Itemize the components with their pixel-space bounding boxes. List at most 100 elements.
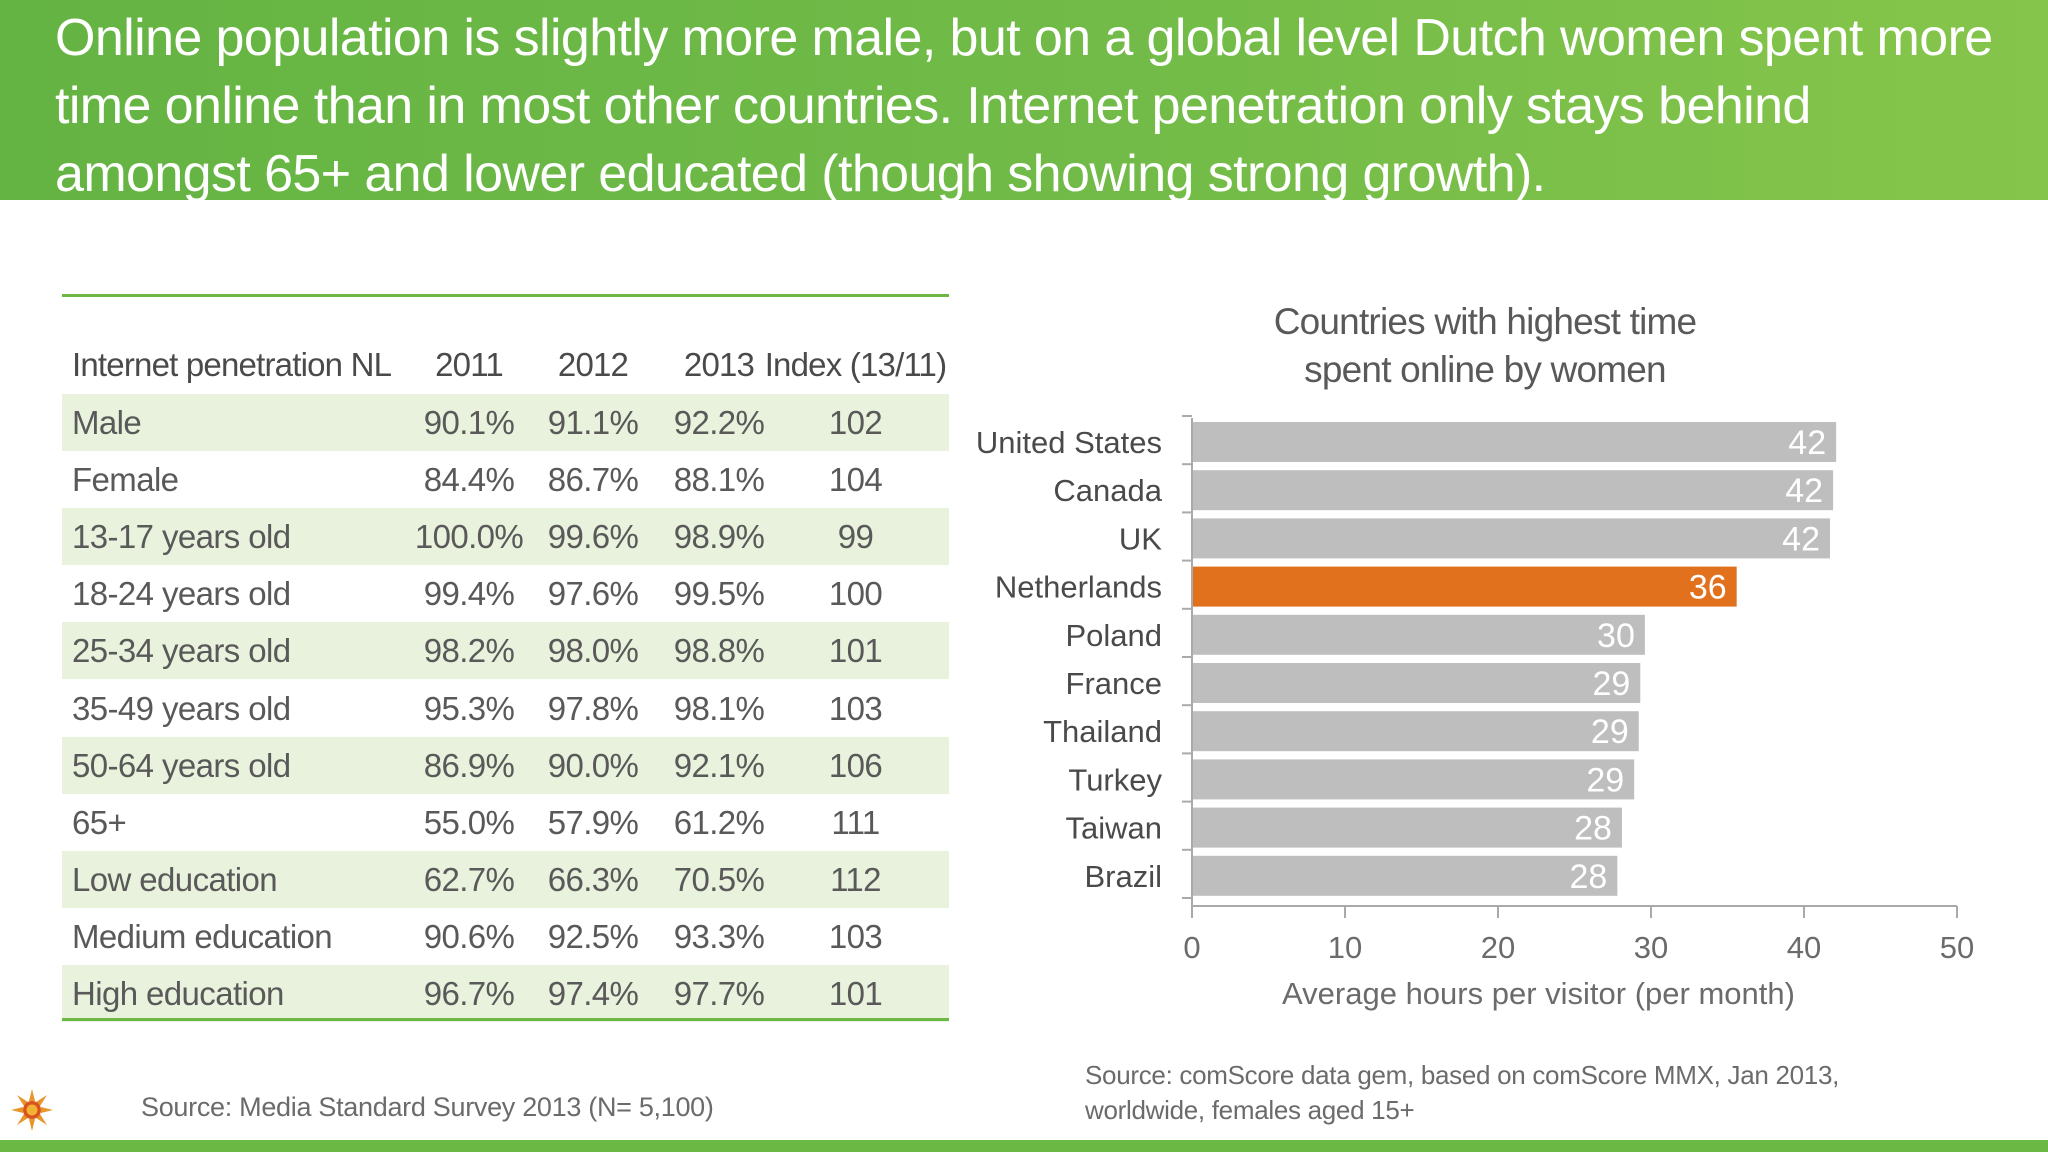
x-tick-label: 20 bbox=[1481, 930, 1515, 965]
row-label: Medium education bbox=[72, 917, 333, 955]
category-label: Brazil bbox=[1084, 859, 1162, 894]
category-label: UK bbox=[1119, 521, 1162, 556]
chart-title: Countries with highest time spent online… bbox=[1273, 301, 1697, 390]
bar-value-label: 29 bbox=[1586, 761, 1624, 799]
cell-index: 101 bbox=[828, 975, 883, 1012]
bar-uk bbox=[1193, 518, 1831, 559]
bar-united-states bbox=[1193, 422, 1837, 462]
cell-2012: 97.6% bbox=[547, 575, 639, 613]
bar-value-label: 30 bbox=[1597, 617, 1635, 655]
row-label: 50-64 years old bbox=[72, 746, 291, 784]
cell-2012: 99.6% bbox=[547, 518, 639, 556]
table-row: 25-34 years old 98.2% 98.0% 98.8% 101 bbox=[62, 622, 949, 680]
cell-2012: 86.7% bbox=[547, 461, 639, 499]
cell-2013: 98.1% bbox=[673, 689, 765, 727]
cell-2012: 97.8% bbox=[547, 689, 639, 727]
table-top-rule bbox=[62, 294, 949, 297]
bar-value-label: 29 bbox=[1591, 713, 1629, 751]
table-row: 18-24 years old 99.4% 97.6% 99.5% 100 bbox=[62, 565, 949, 622]
bar-value-label: 42 bbox=[1785, 472, 1823, 510]
header-banner: Online population is slightly more male,… bbox=[0, 0, 2048, 203]
category-label: United States bbox=[976, 425, 1162, 460]
category-label: Turkey bbox=[1068, 762, 1162, 797]
cell-2011: 98.2% bbox=[423, 632, 515, 670]
cell-2013: 97.7% bbox=[673, 975, 765, 1012]
cell-2011: 100.0% bbox=[414, 518, 524, 556]
cell-2013: 93.3% bbox=[673, 917, 765, 955]
cell-index: 103 bbox=[828, 917, 883, 955]
bar-thailand bbox=[1193, 711, 1639, 752]
cell-2013: 92.1% bbox=[673, 746, 765, 784]
cell-index: 106 bbox=[828, 746, 883, 784]
cell-2011: 62.7% bbox=[423, 860, 515, 898]
category-label: Thailand bbox=[1043, 714, 1162, 749]
bar-value-label: 42 bbox=[1782, 520, 1820, 558]
cell-2011: 96.7% bbox=[423, 975, 515, 1012]
cell-2011: 90.1% bbox=[423, 404, 515, 441]
cell-2011: 95.3% bbox=[423, 689, 515, 727]
slide-title: Online population is slightly more male,… bbox=[55, 9, 1993, 203]
bar-poland bbox=[1193, 614, 1645, 655]
cell-index: 102 bbox=[828, 404, 883, 441]
bar-value-label: 28 bbox=[1574, 810, 1612, 848]
bar-canada bbox=[1193, 470, 1834, 511]
cell-2012: 91.1% bbox=[547, 404, 639, 441]
cell-2012: 97.4% bbox=[547, 975, 639, 1012]
table-row: 65+ 55.0% 57.9% 61.2% 111 bbox=[62, 794, 949, 851]
cell-2011: 99.4% bbox=[423, 575, 515, 613]
cell-2012: 92.5% bbox=[547, 917, 639, 955]
cell-index: 112 bbox=[830, 860, 881, 898]
cell-2011: 55.0% bbox=[423, 803, 515, 841]
table-row: Male 90.1% 91.1% 92.2% 102 bbox=[62, 394, 949, 451]
category-label: Poland bbox=[1065, 618, 1162, 653]
table-source: Source: Media Standard Survey 2013 (N= 5… bbox=[141, 1092, 714, 1122]
bar-value-label: 28 bbox=[1570, 858, 1608, 896]
cell-2012: 66.3% bbox=[547, 860, 639, 898]
table-row: Medium education 90.6% 92.5% 93.3% 103 bbox=[62, 908, 949, 965]
row-label: Male bbox=[72, 404, 142, 441]
category-label: Taiwan bbox=[1066, 811, 1163, 846]
header-label: Internet penetration NL bbox=[72, 346, 392, 383]
header-index: Index (13/11) bbox=[764, 346, 947, 383]
header-2012: 2012 bbox=[557, 346, 629, 383]
cell-2011: 84.4% bbox=[423, 461, 515, 499]
header-2013: 2013 bbox=[683, 346, 755, 383]
cell-2013: 98.8% bbox=[673, 632, 765, 670]
category-label: Canada bbox=[1053, 473, 1162, 508]
table-row: 13-17 years old 100.0% 99.6% 98.9% 99 bbox=[62, 508, 949, 566]
chart-source: Source: comScore data gem, based on comS… bbox=[1085, 1058, 1839, 1128]
cell-2013: 98.9% bbox=[673, 518, 765, 556]
bar-taiwan bbox=[1193, 807, 1622, 848]
cell-2013: 61.2% bbox=[673, 803, 765, 841]
bar-netherlands bbox=[1193, 566, 1737, 607]
table-row: 50-64 years old 86.9% 90.0% 92.1% 106 bbox=[62, 736, 949, 794]
table-row: 35-49 years old 95.3% 97.8% 98.1% 103 bbox=[62, 680, 949, 737]
table-header-row: Internet penetration NL 2011 2012 2013 I… bbox=[62, 336, 949, 394]
x-tick-label: 50 bbox=[1940, 930, 1974, 965]
header-2011: 2011 bbox=[435, 346, 504, 383]
row-label: 25-34 years old bbox=[72, 632, 291, 670]
footer-bar bbox=[0, 1140, 2048, 1152]
cell-index: 104 bbox=[828, 461, 883, 499]
bar-value-label: 29 bbox=[1592, 665, 1630, 703]
chart-source-line: worldwide, females aged 15+ bbox=[1085, 1095, 1415, 1125]
category-label: France bbox=[1066, 666, 1162, 701]
cell-index: 99 bbox=[837, 518, 874, 556]
bar-value-label: 42 bbox=[1788, 424, 1826, 462]
cell-2013: 88.1% bbox=[673, 461, 765, 499]
sun-logo-icon bbox=[11, 1089, 53, 1131]
row-label: 18-24 years old bbox=[72, 575, 291, 613]
x-tick-label: 30 bbox=[1634, 930, 1668, 965]
bar-brazil bbox=[1193, 855, 1618, 896]
bar-value-label: 36 bbox=[1689, 569, 1727, 607]
row-label: 65+ bbox=[72, 803, 127, 841]
bar-turkey bbox=[1193, 759, 1635, 800]
row-label: 13-17 years old bbox=[72, 518, 291, 556]
row-label: Low education bbox=[72, 860, 278, 898]
x-tick-label: 40 bbox=[1787, 930, 1821, 965]
row-label: Female bbox=[72, 461, 179, 499]
x-axis-label: Average hours per visitor (per month) bbox=[1282, 976, 1795, 1011]
cell-2012: 98.0% bbox=[547, 632, 639, 670]
cell-2012: 57.9% bbox=[547, 803, 639, 841]
